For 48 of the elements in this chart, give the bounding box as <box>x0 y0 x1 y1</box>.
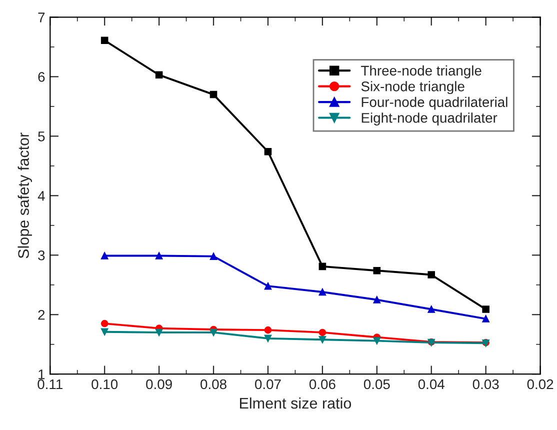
point <box>100 328 108 336</box>
legend-label: Four-node quadrilaterial <box>362 96 508 110</box>
point <box>155 71 163 79</box>
x-tick-label: 0.04 <box>418 379 444 390</box>
point <box>100 252 108 260</box>
point <box>100 36 108 44</box>
x-tick-label: 0.03 <box>472 379 499 390</box>
point <box>428 271 436 278</box>
x-tick-label: 0.11 <box>38 379 62 390</box>
legend-label: Three-node triangle <box>361 65 482 78</box>
point <box>318 328 326 336</box>
point <box>318 288 326 296</box>
y-tick-label: 1 <box>38 370 45 380</box>
point <box>210 252 218 260</box>
point <box>264 148 272 156</box>
x-tick-label: 0.06 <box>309 379 336 390</box>
x-tick-label: 0.08 <box>200 379 226 390</box>
y-tick-label: 6 <box>38 72 45 82</box>
point <box>373 296 381 304</box>
legend-label: Eight-node quadrilater <box>362 112 498 126</box>
point <box>210 90 218 98</box>
y-tick-label: 5 <box>38 132 45 142</box>
point <box>482 306 490 313</box>
y-tick-label: 7 <box>38 12 45 22</box>
x-tick-label: 0.10 <box>92 379 118 390</box>
x-axis-title: Elment size ratio <box>240 397 352 409</box>
point <box>482 315 490 322</box>
x-tick-label: 0.02 <box>527 379 554 390</box>
point <box>373 266 381 274</box>
y-tick-label: 4 <box>38 191 45 201</box>
y-tick-label: 3 <box>38 250 45 260</box>
x-tick-label: 0.07 <box>255 379 281 390</box>
point <box>155 252 163 260</box>
point <box>373 337 381 344</box>
point <box>155 328 163 336</box>
y-tick-label: 2 <box>38 310 45 320</box>
point <box>428 306 436 313</box>
point <box>264 282 272 290</box>
point <box>264 326 272 334</box>
x-tick-label: 0.05 <box>364 379 390 390</box>
point <box>318 262 326 270</box>
point <box>318 336 326 344</box>
legend-label: Six-node triangle <box>361 81 464 94</box>
point <box>264 334 272 342</box>
point <box>210 328 218 336</box>
point <box>100 320 108 328</box>
y-axis-title: Slope safety factor <box>18 132 32 258</box>
x-tick-label: 0.09 <box>146 379 172 390</box>
